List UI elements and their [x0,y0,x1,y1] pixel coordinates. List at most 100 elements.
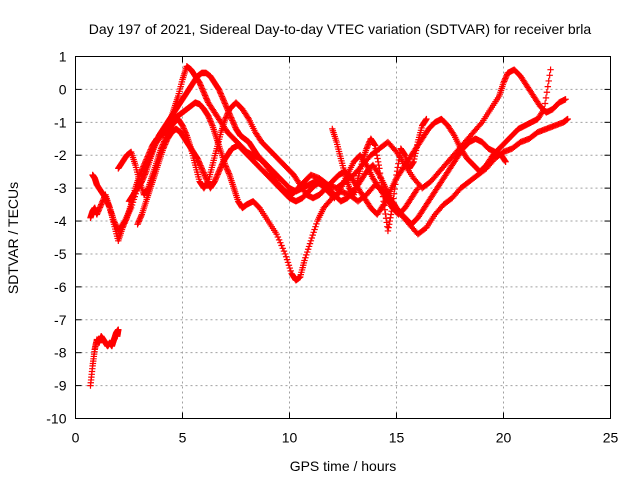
data-point [381,206,389,213]
data-point [411,152,419,160]
data-point [277,239,284,246]
data-point [227,113,234,120]
data-point [311,226,318,233]
data-point [363,144,371,151]
data-point [206,116,214,124]
data-point [541,100,549,107]
data-point [204,177,211,185]
data-point [372,145,379,152]
data-point [423,115,430,123]
data-point [388,207,395,215]
data-point [228,115,235,123]
data-point [375,161,382,169]
data-point [162,139,169,147]
data-point [302,254,309,261]
data-point [224,105,231,113]
data-point [401,151,408,158]
data-point [136,216,143,224]
axis-ticks [75,56,611,419]
data-point [412,147,420,154]
y-tick-label: -1 [54,114,67,130]
data-point [102,194,109,202]
data-point [160,144,168,151]
data-point [216,165,224,173]
data-point [196,159,203,166]
data-point [96,204,104,211]
data-point [376,165,383,172]
data-point [377,174,384,181]
data-point [390,195,397,202]
data-point [414,184,422,192]
data-point [223,164,230,172]
data-point [363,145,370,152]
data-point [501,157,509,165]
data-point [285,262,293,269]
data-point [104,199,111,206]
data-point [545,77,552,85]
data-point [134,221,141,228]
data-point [215,86,223,93]
data-point [120,219,128,226]
data-point [546,72,553,79]
series-0 [87,326,122,389]
data-point [396,152,403,160]
data-point [379,193,387,200]
data-point [336,186,344,193]
data-point [197,162,204,169]
data-point [223,166,231,173]
data-point [222,115,229,123]
data-point [110,217,118,225]
data-point [230,121,238,128]
data-point [305,243,313,250]
data-point [112,220,119,228]
data-point [386,217,393,225]
data-point [373,148,380,156]
data-point [203,96,211,103]
data-point [279,245,286,252]
data-point [200,169,207,176]
data-point [394,164,401,171]
data-point [393,171,400,179]
x-tick-label: 25 [603,430,619,446]
data-point [204,112,212,119]
data-point [223,104,231,111]
data-point [94,209,101,217]
data-point [222,101,229,109]
data-point [207,118,214,125]
data-point [500,78,508,85]
data-point [194,155,201,162]
data-point [161,142,168,150]
y-tick-label: -5 [54,246,67,262]
data-point [198,83,205,91]
data-point [304,248,311,256]
y-axis-label: SDTVAR / TECUs [5,182,21,294]
data-point [216,89,224,96]
data-point [201,170,208,178]
data-point [376,169,384,177]
data-point [385,224,392,231]
data-point [310,229,317,236]
data-point [227,114,235,121]
data-point [205,113,212,121]
data-point [303,251,310,259]
data-point [194,156,202,164]
data-point [389,199,397,207]
data-point [221,98,228,106]
data-point [378,183,386,191]
data-point [382,210,389,218]
y-tick-label: -7 [54,312,67,328]
data-point [202,173,209,181]
data-point [412,150,419,157]
data-point [214,171,221,178]
y-tick-label: -4 [54,213,67,229]
data-point [102,196,110,203]
data-point [213,174,220,181]
data-point [202,175,210,182]
data-point [312,223,319,230]
series-6 [329,115,430,235]
data-point [501,76,508,84]
data-point [197,82,205,89]
data-point [160,145,167,152]
data-point [226,111,234,118]
data-point [138,212,145,220]
